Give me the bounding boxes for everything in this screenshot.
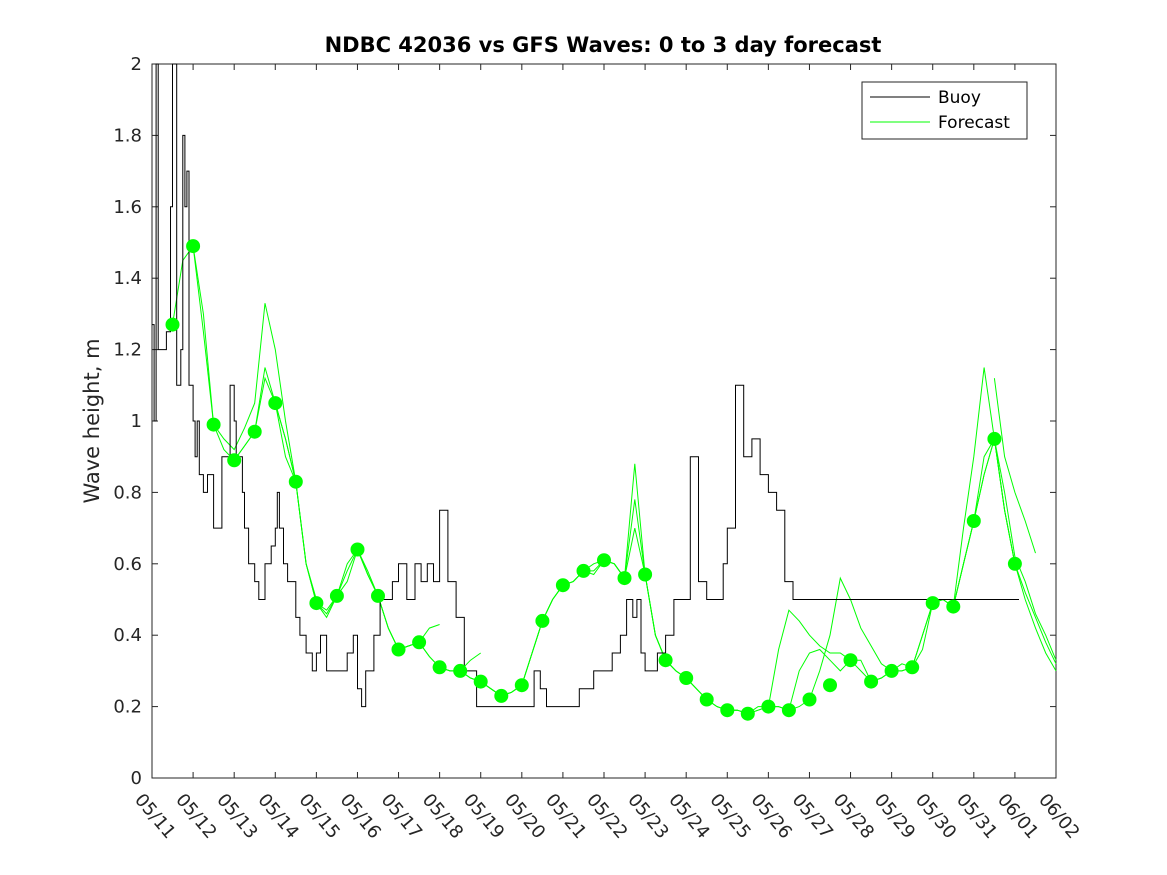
forecast-marker xyxy=(473,674,488,689)
legend-buoy-label: Buoy xyxy=(938,88,981,108)
forecast-marker xyxy=(946,599,961,614)
forecast-run-line xyxy=(993,378,1036,554)
forecast-run-line xyxy=(952,367,1057,665)
forecast-marker xyxy=(781,703,796,718)
legend: Buoy Forecast xyxy=(861,81,1028,140)
forecast-marker xyxy=(494,688,509,703)
series-layer xyxy=(152,63,1057,721)
forecast-marker xyxy=(597,553,611,568)
forecast-marker xyxy=(740,706,755,721)
plot-frame xyxy=(151,63,1057,779)
forecast-run-line xyxy=(973,438,1057,661)
buoy-line xyxy=(152,63,1019,708)
legend-forecast-label: Forecast xyxy=(938,113,1010,133)
y-tick-label: 1.2 xyxy=(113,340,142,361)
forecast-marker xyxy=(514,678,529,693)
y-axis-label: Wave height, m xyxy=(80,338,104,503)
forecast-marker xyxy=(925,596,940,611)
y-tick-label: 1 xyxy=(131,411,142,432)
y-tick-label: 0.4 xyxy=(113,625,142,646)
forecast-marker xyxy=(186,239,201,254)
forecast-marker xyxy=(617,571,632,586)
y-tick-label: 0.8 xyxy=(113,482,142,503)
forecast-marker xyxy=(165,317,180,332)
forecast-marker xyxy=(1007,556,1022,571)
y-tick-label: 1.4 xyxy=(113,268,142,289)
forecast-marker xyxy=(802,692,817,707)
forecast-marker xyxy=(638,567,653,582)
forecast-marker xyxy=(987,431,1002,446)
y-tick-label: 0.2 xyxy=(113,697,142,718)
y-tick-label: 1.6 xyxy=(113,197,142,218)
forecast-marker xyxy=(247,424,262,439)
forecast-marker xyxy=(843,653,858,668)
forecast-marker xyxy=(658,653,673,668)
y-tick-label: 2 xyxy=(131,54,142,75)
forecast-marker xyxy=(288,474,303,489)
forecast-marker xyxy=(268,396,283,411)
legend-box xyxy=(861,81,1028,140)
forecast-marker xyxy=(309,596,324,611)
forecast-marker xyxy=(371,588,385,603)
forecast-marker xyxy=(227,453,242,468)
forecast-marker xyxy=(576,563,591,578)
forecast-marker xyxy=(679,671,694,685)
forecast-marker xyxy=(699,692,714,707)
forecast-marker xyxy=(884,663,899,678)
forecast-marker xyxy=(329,588,344,603)
y-tick-label: 0 xyxy=(131,768,142,789)
forecast-marker xyxy=(720,703,735,718)
forecast-marker xyxy=(412,635,427,650)
forecast-marker xyxy=(761,699,776,714)
forecast-marker xyxy=(206,417,221,432)
forecast-marker xyxy=(453,663,468,678)
chart-title: NDBC 42036 vs GFS Waves: 0 to 3 day fore… xyxy=(325,33,882,57)
forecast-marker xyxy=(966,514,981,528)
forecast-marker xyxy=(350,542,365,557)
y-ticks: 0 0.2 0.4 0.6 0.8 1 1.2 1.4 1.6 1.8 2 xyxy=(113,54,1056,789)
forecast-marker xyxy=(432,660,447,675)
forecast-marker xyxy=(905,660,920,675)
plot-area: 00.20.40.60.811.21.41.61.82 05/1105/1205… xyxy=(113,54,1083,843)
forecast-marker xyxy=(535,613,550,628)
y-tick-label: 0.6 xyxy=(113,554,142,575)
forecast-marker xyxy=(391,642,406,657)
y-tick-label: 1.8 xyxy=(113,125,142,146)
forecast-marker xyxy=(823,678,837,693)
forecast-marker xyxy=(555,578,570,593)
forecast-marker xyxy=(864,674,879,689)
